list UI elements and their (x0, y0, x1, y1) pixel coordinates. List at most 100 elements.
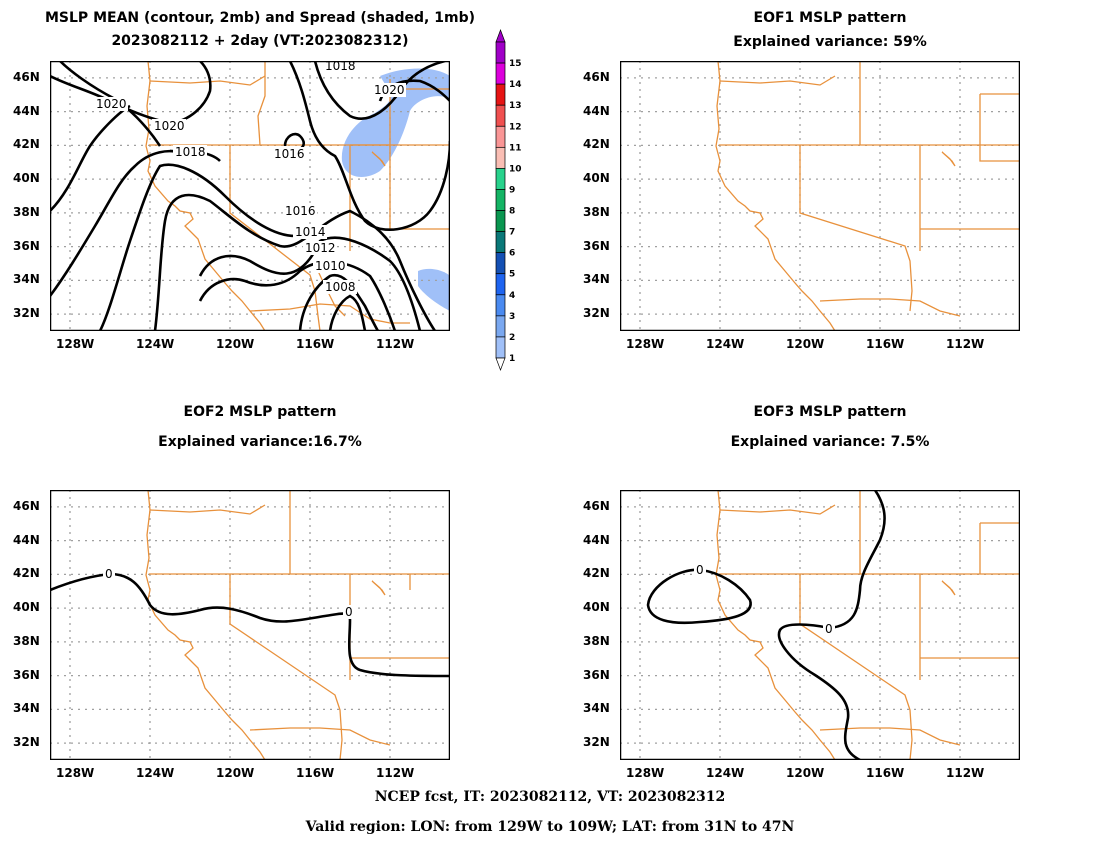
contour-1008 (328, 294, 367, 331)
x-tick: 112W (946, 766, 985, 780)
x-tick: 128W (626, 337, 665, 351)
y-tick: 32N (13, 735, 40, 749)
colorbar-label: 7 (509, 228, 515, 238)
colorbar-swatch (495, 146, 506, 169)
y-tick: 36N (13, 239, 40, 253)
y-tick: 40N (13, 600, 40, 614)
colorbar-swatch (495, 41, 506, 64)
colorbar-max-arrow (495, 29, 506, 43)
x-tick: 120W (786, 766, 825, 780)
eof3-map: 0 0 (620, 490, 1020, 760)
map-frame (620, 61, 1020, 331)
spread-area-north (341, 68, 450, 177)
eof1-map (620, 61, 1020, 331)
colorbar-swatch (495, 210, 506, 232)
colorbar-label: 14 (509, 80, 522, 90)
eof2-zero-contour (50, 572, 450, 678)
contour-label: 1020 (374, 83, 405, 97)
contour-labels: 0 0 (103, 567, 355, 619)
contour-label: 1018 (325, 61, 356, 73)
contour-label: 1020 (154, 119, 185, 133)
y-tick: 32N (583, 306, 610, 320)
contour-label: 0 (345, 605, 353, 619)
footer-forecast-info: NCEP fcst, IT: 2023082112, VT: 202308231… (374, 789, 726, 805)
x-tick: 116W (296, 766, 335, 780)
y-tick: 34N (583, 701, 610, 715)
panel1-subtitle: 2023082112 + 2day (VT:2023082312) (111, 33, 409, 49)
y-tick: 42N (583, 137, 610, 151)
y-tick: 36N (583, 239, 610, 253)
colorbar-swatch (495, 273, 506, 296)
colorbar-label: 3 (509, 312, 515, 322)
contour-label: 0 (825, 622, 833, 636)
colorbar-swatch (495, 336, 506, 359)
x-tick: 112W (946, 337, 985, 351)
colorbar-label: 1 (509, 354, 515, 364)
x-tick: 124W (706, 766, 745, 780)
x-tick: 116W (866, 337, 905, 351)
y-tick: 44N (13, 104, 40, 118)
x-tick: 120W (216, 337, 255, 351)
y-tick: 42N (13, 137, 40, 151)
map-frame (620, 490, 1020, 760)
y-tick: 42N (13, 566, 40, 580)
y-tick: 34N (13, 701, 40, 715)
x-tick: 128W (56, 337, 95, 351)
panel4-subtitle: Explained variance: 7.5% (730, 434, 930, 450)
y-tick: 40N (583, 600, 610, 614)
mslp-mean-map: 1020 1020 1018 1016 1018 1020 1016 1014 … (50, 61, 450, 331)
panel4-title: EOF3 MSLP pattern (753, 404, 907, 420)
contour-label: 1020 (96, 97, 127, 111)
contour-labels: 1020 1020 1018 1016 1018 1020 1016 1014 … (94, 61, 406, 294)
colorbar-swatch (495, 125, 506, 148)
panel2-subtitle: Explained variance: 59% (733, 34, 927, 50)
grid-lines (620, 61, 1020, 331)
contour-label: 1010 (315, 259, 346, 273)
contour-zero (50, 572, 450, 678)
panel1-title: MSLP MEAN (contour, 2mb) and Spread (sha… (45, 10, 475, 26)
contour-1018-east (288, 61, 450, 232)
colorbar-label: 15 (509, 59, 522, 69)
y-tick: 44N (583, 104, 610, 118)
contour-label: 1014 (295, 225, 326, 239)
y-tick: 40N (583, 171, 610, 185)
eof3-zero-contours (646, 490, 886, 760)
y-tick: 36N (583, 668, 610, 682)
y-tick: 40N (13, 171, 40, 185)
eof2-map: 0 0 (50, 490, 450, 760)
contour-1016 (153, 193, 437, 331)
contour-zero-loop (646, 568, 752, 625)
colorbar-swatch (495, 294, 506, 317)
colorbar-label: 10 (509, 164, 522, 174)
spread-shading (341, 68, 450, 311)
x-tick: 116W (866, 766, 905, 780)
y-tick: 46N (583, 499, 610, 513)
colorbar-swatch (495, 231, 506, 254)
colorbar-swatch (495, 315, 506, 338)
y-tick: 44N (583, 533, 610, 547)
state-borders (715, 490, 1020, 760)
spread-area-south (418, 268, 450, 311)
gulf-california (317, 270, 346, 317)
colorbar-swatch (495, 252, 506, 275)
x-tick: 128W (56, 766, 95, 780)
contour-label: 1012 (305, 241, 336, 255)
y-tick: 42N (583, 566, 610, 580)
colorbar-label: 13 (509, 101, 522, 111)
y-tick: 32N (583, 735, 610, 749)
x-tick: 124W (136, 337, 175, 351)
colorbar-swatch (495, 104, 506, 127)
colorbar-swatch (495, 83, 506, 106)
x-tick: 124W (136, 766, 175, 780)
contour-label: 1018 (175, 145, 206, 159)
colorbar-label: 6 (509, 249, 515, 259)
colorbar-label: 8 (509, 207, 515, 217)
contour-1020-west (50, 61, 212, 212)
panel2-title: EOF1 MSLP pattern (753, 10, 907, 26)
y-tick: 38N (583, 205, 610, 219)
contour-label: 1016 (274, 147, 305, 161)
contour-label: 1008 (325, 280, 356, 294)
contour-1016-small (283, 132, 306, 151)
y-tick: 44N (13, 533, 40, 547)
